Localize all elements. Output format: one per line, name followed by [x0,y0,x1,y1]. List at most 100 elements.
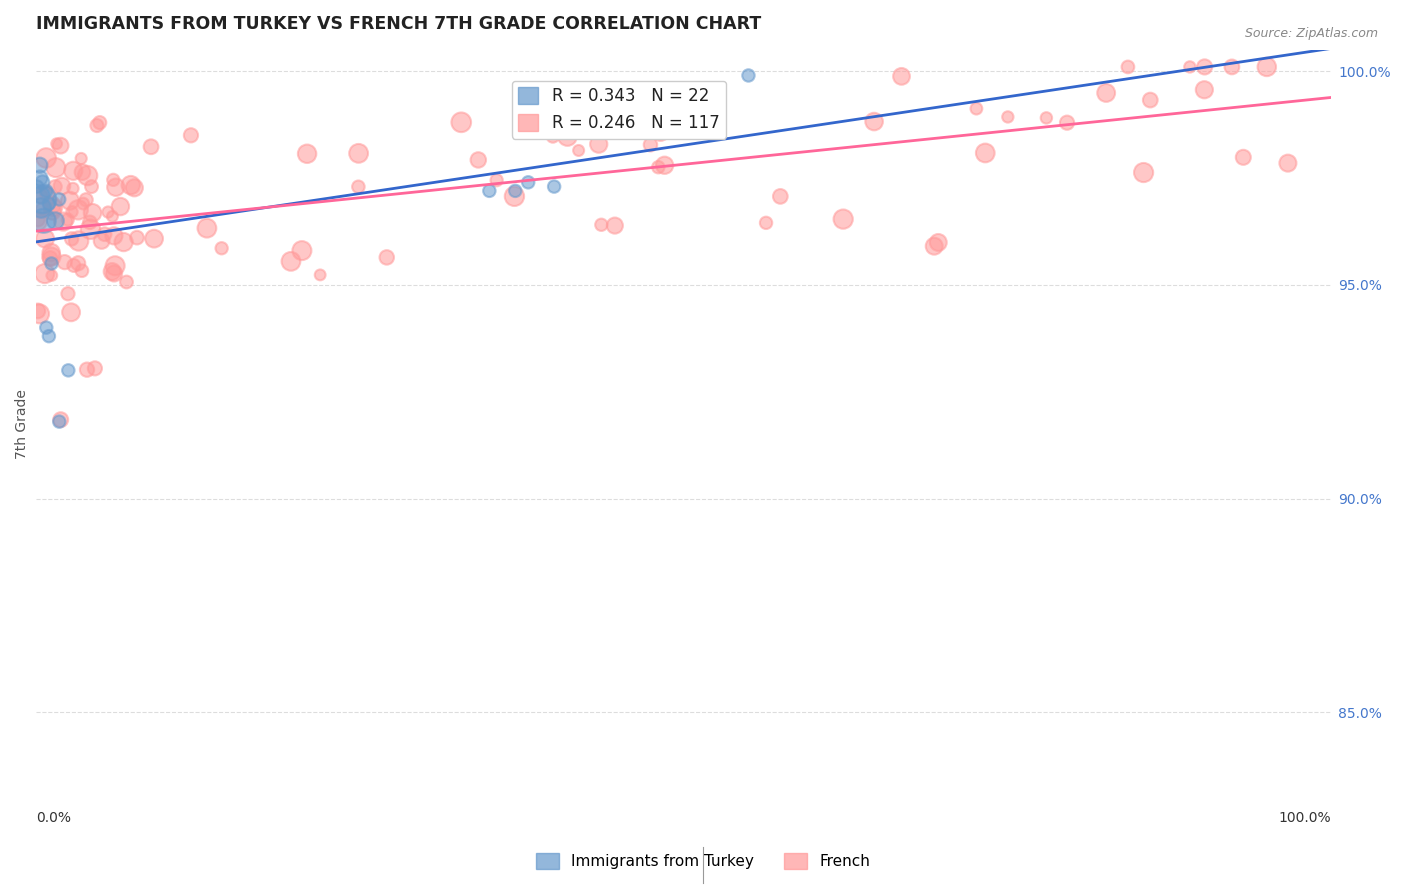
Point [35,151,58,165]
Point [28,158,51,172]
Point [39,252,62,266]
Point [48,415,70,429]
Point [30,188,52,202]
Y-axis label: 7th Grade: 7th Grade [15,389,30,458]
Point [52,214,75,228]
Point [39,245,62,260]
Point [543,179,565,194]
Point [280,254,302,268]
Point [41,250,63,264]
Point [1194,83,1216,97]
Point [75,193,97,207]
Point [58,363,80,377]
Point [90,234,112,248]
Point [49,413,72,427]
Point [110,200,132,214]
Point [125,230,148,244]
Point [76,362,98,376]
Legend: R = 0.343   N = 22, R = 0.246   N = 117: R = 0.343 N = 22, R = 0.246 N = 117 [512,80,725,138]
Point [614,86,637,100]
Point [375,251,398,265]
Point [67,256,90,270]
Point [143,232,166,246]
Point [83,361,105,376]
Point [1194,60,1216,74]
Point [557,129,579,144]
Point [28,307,51,321]
Point [195,221,218,235]
Point [37,187,59,202]
Point [62,163,84,178]
Point [922,239,945,253]
Point [38,329,60,343]
Point [1232,150,1254,164]
Point [72,196,94,211]
Point [124,181,146,195]
Point [478,184,501,198]
Point [640,137,662,152]
Point [41,268,63,283]
Point [28,171,51,186]
Point [59,194,82,208]
Point [62,181,84,195]
Point [97,205,120,219]
Point [79,222,101,236]
Point [1095,86,1118,100]
Point [104,259,127,273]
Legend: Immigrants from Turkey, French: Immigrants from Turkey, French [530,847,876,875]
Point [35,320,58,334]
Text: 100.0%: 100.0% [1279,811,1331,824]
Point [1116,60,1139,74]
Point [863,114,886,128]
Point [647,160,669,174]
Point [93,227,115,242]
Point [588,137,610,152]
Point [1139,93,1161,107]
Point [70,263,93,277]
Point [517,175,540,189]
Text: IMMIGRANTS FROM TURKEY VS FRENCH 7TH GRADE CORRELATION CHART: IMMIGRANTS FROM TURKEY VS FRENCH 7TH GRA… [37,15,761,33]
Point [769,189,792,203]
Point [72,165,94,179]
Point [295,146,318,161]
Point [603,219,626,233]
Point [32,214,55,228]
Point [31,202,53,217]
Point [51,179,73,194]
Point [41,198,63,212]
Point [30,201,52,215]
Point [27,304,49,318]
Point [41,256,63,270]
Point [41,204,63,219]
Point [56,212,79,227]
Point [103,173,125,187]
Point [291,244,314,258]
Point [503,184,526,198]
Point [755,216,778,230]
Point [34,267,56,281]
Point [1178,60,1201,74]
Point [27,214,49,228]
Point [503,189,526,203]
Text: Source: ZipAtlas.com: Source: ZipAtlas.com [1244,27,1378,40]
Point [927,235,949,250]
Point [1035,111,1057,125]
Point [347,146,370,161]
Point [101,210,124,224]
Point [997,110,1019,124]
Point [67,234,90,248]
Point [568,144,591,158]
Point [103,267,125,281]
Point [38,196,60,211]
Point [35,184,58,198]
Point [76,169,98,183]
Point [654,158,676,172]
Point [737,69,759,83]
Point [70,152,93,166]
Point [541,129,564,144]
Point [115,275,138,289]
Point [1132,165,1154,179]
Point [44,214,66,228]
Point [60,232,83,246]
Point [211,241,233,255]
